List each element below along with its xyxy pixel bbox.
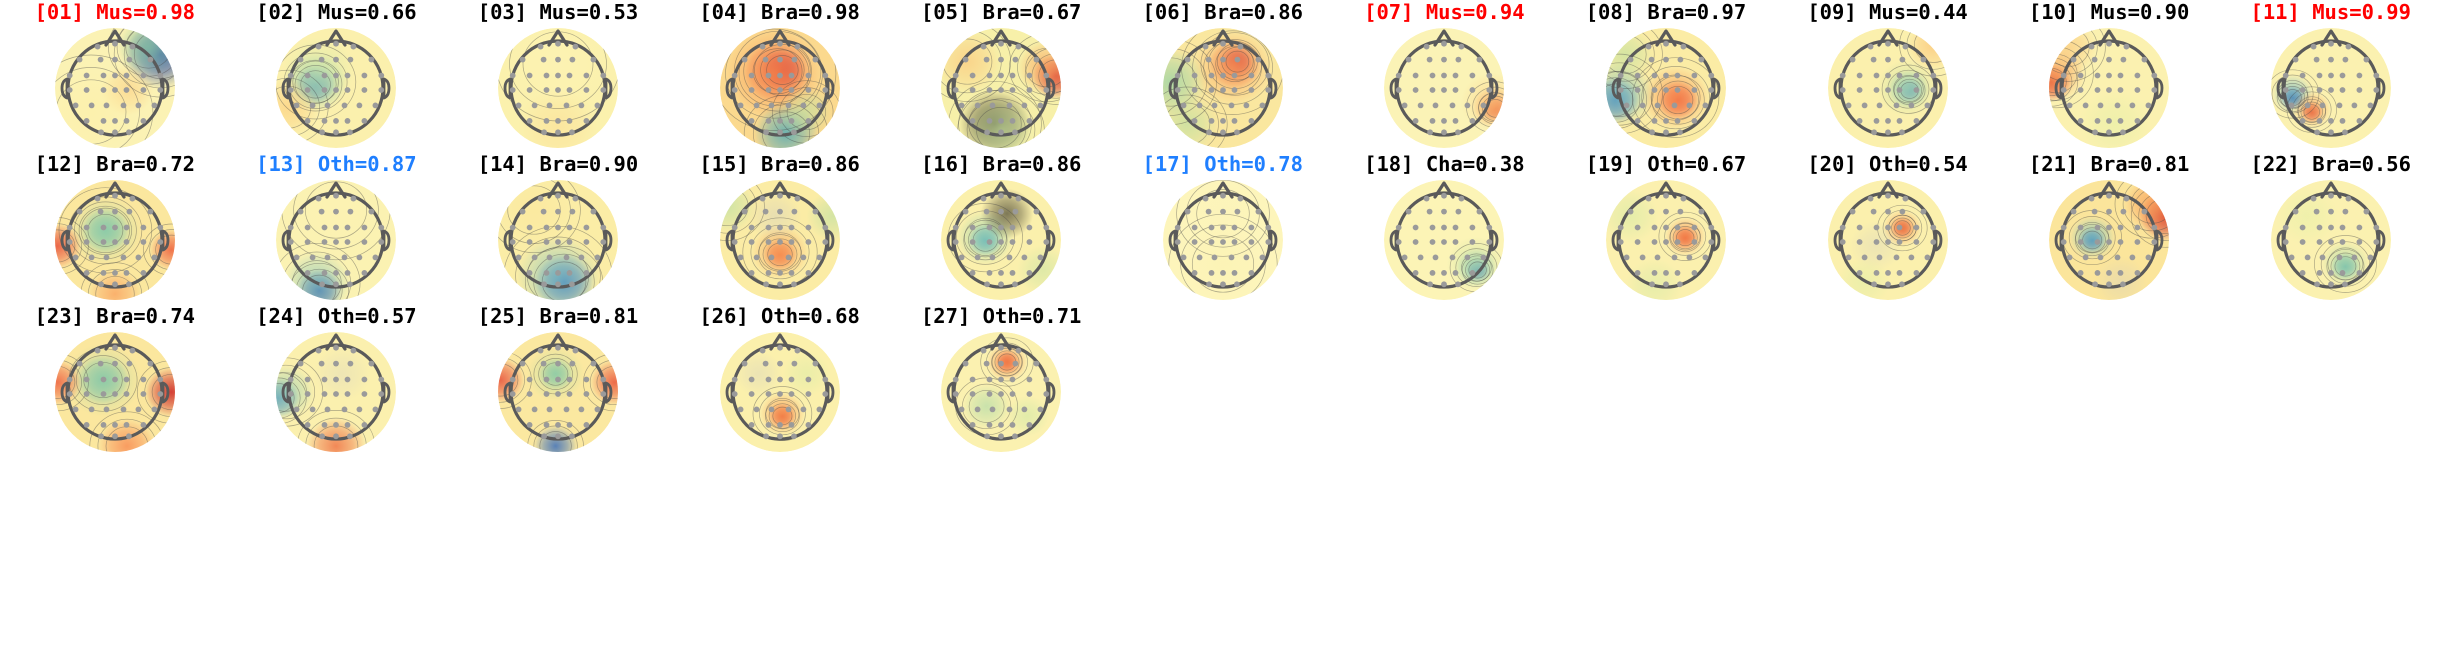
topomap-head-18 (1379, 176, 1509, 304)
topomap-head-17 (1158, 176, 1288, 304)
topomap-head-09 (1823, 24, 1953, 152)
topomap-head-21 (2044, 176, 2174, 304)
topomap-title-20: [20] Oth=0.54 (1807, 152, 1968, 176)
topomap-head-16 (936, 176, 1066, 304)
topomap-title-21: [21] Bra=0.81 (2028, 152, 2190, 176)
topomap-title-03: [03] Mus=0.53 (477, 0, 639, 24)
topomap-head-25 (493, 328, 623, 456)
topomap-cell-22[interactable]: [22] Bra=0.56 (2220, 152, 2438, 304)
topomap-cell-26[interactable]: [26] Oth=0.68 (669, 304, 891, 456)
topomap-cell-01[interactable]: [01] Mus=0.98 (4, 0, 226, 152)
topomap-cell-23[interactable]: [23] Bra=0.74 (4, 304, 226, 456)
topomap-title-09: [09] Mus=0.44 (1807, 0, 1968, 24)
topomap-title-06: [06] Bra=0.86 (1142, 0, 1303, 24)
topomap-head-19 (1601, 176, 1731, 304)
topomap-cell-07[interactable]: [07] Mus=0.94 (1334, 0, 1556, 152)
topomap-title-12: [12] Bra=0.72 (34, 152, 196, 176)
topomap-head-10 (2044, 24, 2174, 152)
topomap-cell-15[interactable]: [15] Bra=0.86 (669, 152, 891, 304)
topomap-cell-03[interactable]: [03] Mus=0.53 (447, 0, 669, 152)
topomap-head-02 (271, 24, 401, 152)
topomap-title-13: [13] Oth=0.87 (256, 152, 417, 176)
topomap-cell-05[interactable]: [05] Bra=0.67 (890, 0, 1112, 152)
topomap-title-15: [15] Bra=0.86 (699, 152, 860, 176)
topomap-title-14: [14] Bra=0.90 (477, 152, 639, 176)
topomap-cell-09[interactable]: [09] Mus=0.44 (1777, 0, 1999, 152)
topomap-head-20 (1823, 176, 1953, 304)
topomap-title-02: [02] Mus=0.66 (256, 0, 417, 24)
topomap-head-05 (936, 24, 1066, 152)
topomap-cell-24[interactable]: [24] Oth=0.57 (226, 304, 448, 456)
topomap-head-27 (936, 328, 1066, 456)
topomap-head-15 (715, 176, 845, 304)
topomap-title-11: [11] Mus=0.99 (2250, 0, 2411, 24)
topomap-head-24 (271, 328, 401, 456)
topomap-title-25: [25] Bra=0.81 (477, 304, 639, 328)
topomap-title-27: [27] Oth=0.71 (920, 304, 1082, 328)
topomap-cell-02[interactable]: [02] Mus=0.66 (226, 0, 448, 152)
topomap-cell-17[interactable]: [17] Oth=0.78 (1112, 152, 1334, 304)
topomap-cell-25[interactable]: [25] Bra=0.81 (447, 304, 669, 456)
topomap-title-26: [26] Oth=0.68 (699, 304, 860, 328)
topomap-cell-10[interactable]: [10] Mus=0.90 (1998, 0, 2220, 152)
topomap-cell-16[interactable]: [16] Bra=0.86 (890, 152, 1112, 304)
topomap-head-01 (50, 24, 180, 152)
topomap-title-10: [10] Mus=0.90 (2028, 0, 2190, 24)
topomap-head-06 (1158, 24, 1288, 152)
topomap-cell-21[interactable]: [21] Bra=0.81 (1998, 152, 2220, 304)
topomap-title-05: [05] Bra=0.67 (920, 0, 1082, 24)
topomap-title-22: [22] Bra=0.56 (2250, 152, 2411, 176)
topomap-head-22 (2266, 176, 2396, 304)
topomap-cell-13[interactable]: [13] Oth=0.87 (226, 152, 448, 304)
topomap-cell-14[interactable]: [14] Bra=0.90 (447, 152, 669, 304)
topomap-head-08 (1601, 24, 1731, 152)
topomap-cell-08[interactable]: [08] Bra=0.97 (1555, 0, 1777, 152)
topomap-head-13 (271, 176, 401, 304)
topomap-title-16: [16] Bra=0.86 (920, 152, 1082, 176)
topomap-cell-11[interactable]: [11] Mus=0.99 (2220, 0, 2438, 152)
topomap-grid: [01] Mus=0.98 [02] Mus=0.66 [03] Mus=0.53 [… (4, 0, 2438, 456)
topomap-cell-19[interactable]: [19] Oth=0.67 (1555, 152, 1777, 304)
topomap-title-23: [23] Bra=0.74 (34, 304, 196, 328)
topomap-head-03 (493, 24, 623, 152)
topomap-head-11 (2266, 24, 2396, 152)
topomap-head-07 (1379, 24, 1509, 152)
topomap-title-08: [08] Bra=0.97 (1585, 0, 1747, 24)
topomap-cell-04[interactable]: [04] Bra=0.98 (669, 0, 891, 152)
topomap-title-19: [19] Oth=0.67 (1585, 152, 1747, 176)
topomap-title-18: [18] Cha=0.38 (1364, 152, 1525, 176)
topomap-cell-20[interactable]: [20] Oth=0.54 (1777, 152, 1999, 304)
topomap-cell-27[interactable]: [27] Oth=0.71 (890, 304, 1112, 456)
topomap-head-23 (50, 328, 180, 456)
topomap-head-12 (50, 176, 180, 304)
topomap-title-24: [24] Oth=0.57 (256, 304, 417, 328)
topomap-head-26 (715, 328, 845, 456)
topomap-cell-12[interactable]: [12] Bra=0.72 (4, 152, 226, 304)
topomap-title-07: [07] Mus=0.94 (1364, 0, 1525, 24)
topomap-title-01: [01] Mus=0.98 (34, 0, 196, 24)
topomap-cell-18[interactable]: [18] Cha=0.38 (1334, 152, 1556, 304)
topomap-head-14 (493, 176, 623, 304)
topomap-cell-06[interactable]: [06] Bra=0.86 (1112, 0, 1334, 152)
topomap-title-17: [17] Oth=0.78 (1142, 152, 1303, 176)
topomap-head-04 (715, 24, 845, 152)
topomap-title-04: [04] Bra=0.98 (699, 0, 860, 24)
